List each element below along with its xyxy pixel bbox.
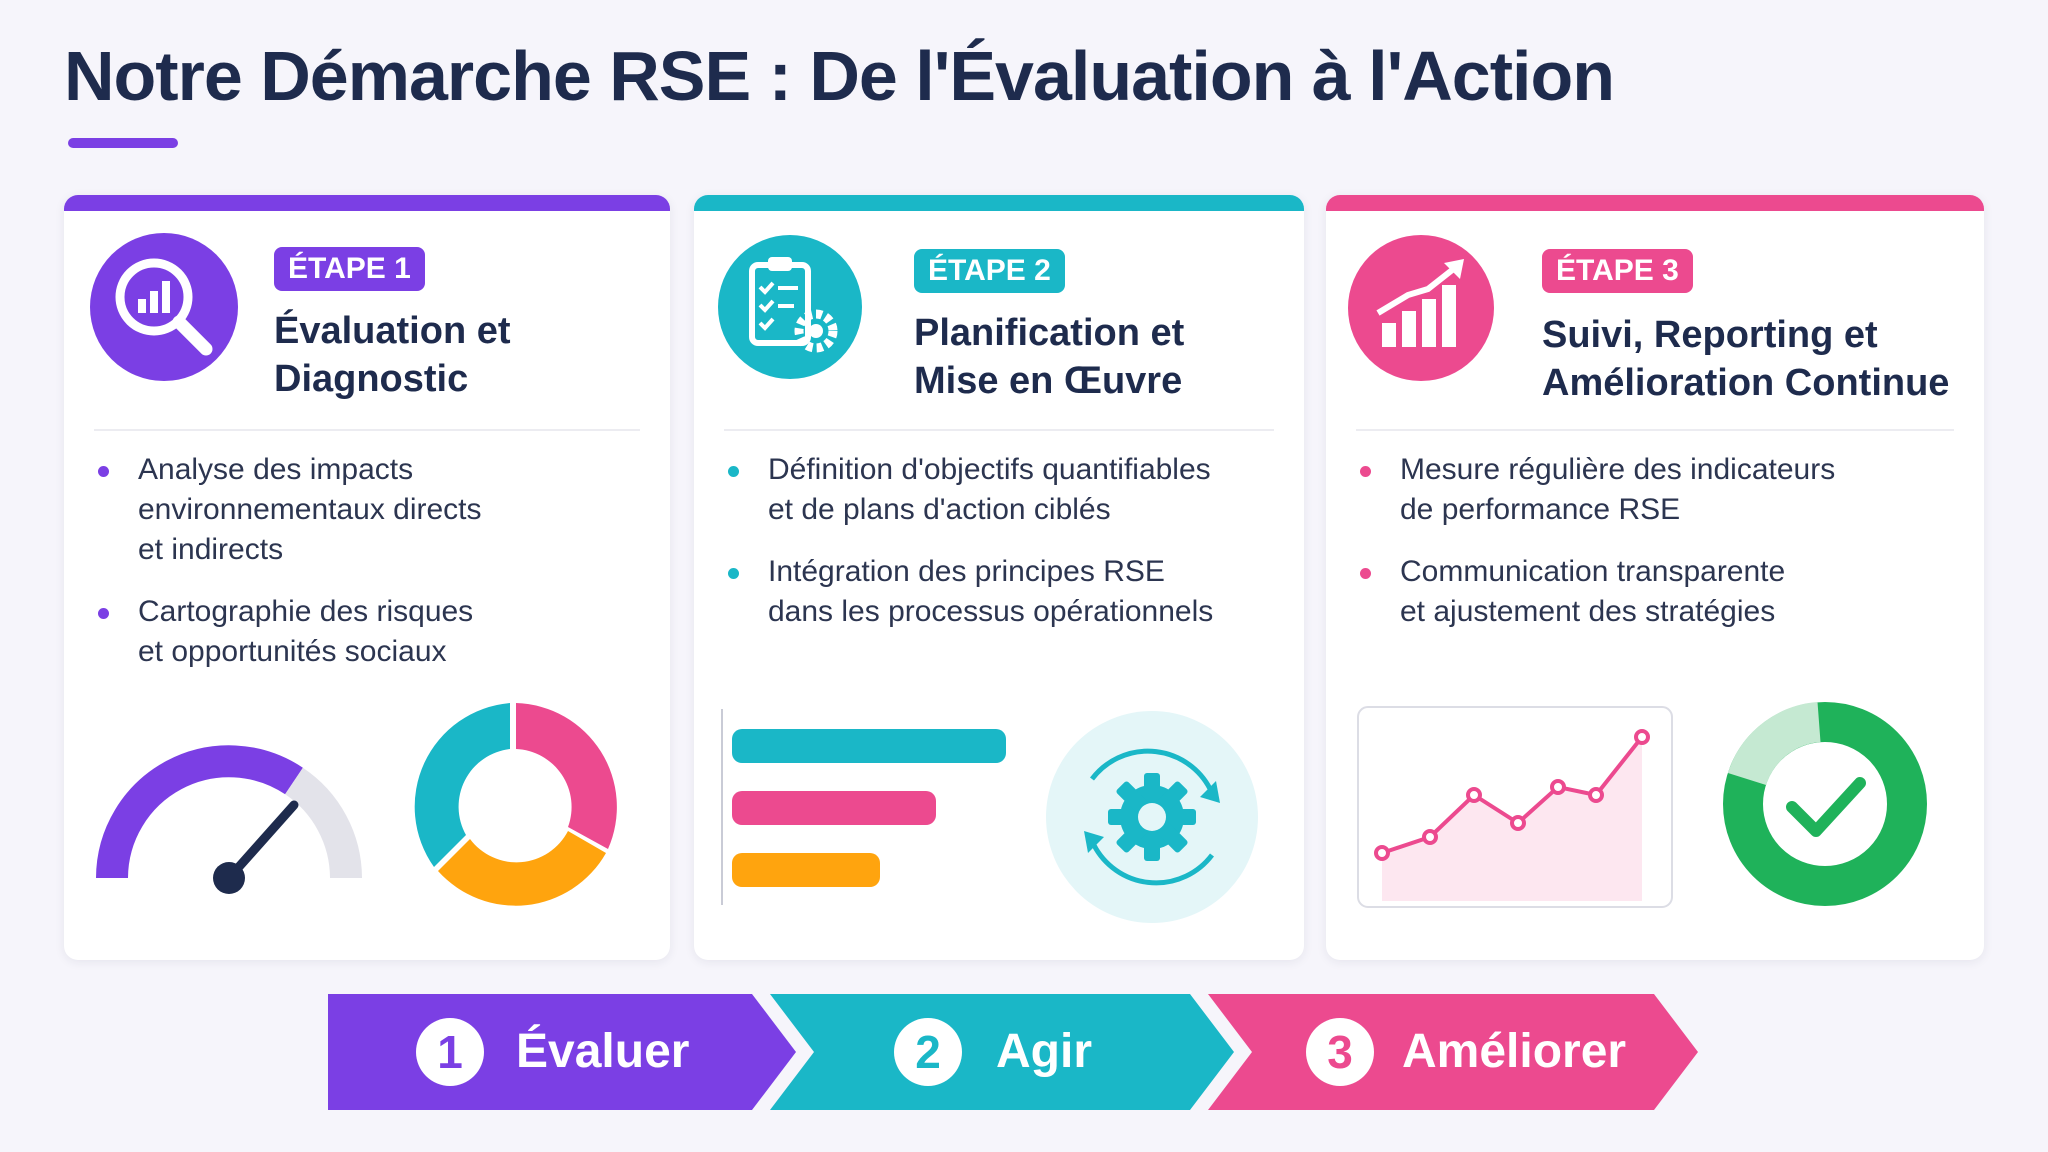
flow-step-label: Agir: [996, 1025, 1092, 1078]
step-badge: ÉTAPE 2: [914, 249, 1065, 293]
donut-chart-icon: [414, 703, 617, 906]
card-heading: Suivi, Reporting et Amélioration Continu…: [1542, 311, 1949, 407]
list-item: Analyse des impacts environnementaux dir…: [94, 450, 650, 570]
card-heading-line-1: Évaluation et: [274, 310, 511, 352]
card-heading-line-1: Planification et: [914, 312, 1185, 354]
list-item: Intégration des principes RSE dans les p…: [724, 552, 1284, 632]
bullet-dot: [98, 466, 109, 477]
card-heading-line-2: Amélioration Continue: [1542, 362, 1950, 404]
card-heading: Évaluation et Diagnostic: [274, 307, 511, 403]
divider: [94, 429, 640, 431]
bar-chart-icon: [721, 709, 1006, 905]
card-heading-line-2: Diagnostic: [274, 358, 469, 400]
bullet-dot: [98, 608, 109, 619]
title-underline: [68, 138, 178, 148]
flow-step-label: Évaluer: [516, 1025, 690, 1078]
divider: [1356, 429, 1954, 431]
page-title: Notre Démarche RSE : De l'Évaluation à l…: [64, 37, 1615, 115]
bullet-list: Mesure régulière des indicateurs de perf…: [1356, 450, 1964, 654]
card-step-1: ÉTAPE 1 Évaluation et Diagnostic Analyse…: [64, 195, 670, 960]
card-step-2: ÉTAPE 2 Planification et Mise en Œuvre D…: [694, 195, 1304, 960]
bullet-dot: [1360, 568, 1371, 579]
gauge-icon: [96, 745, 362, 894]
flow-step-number: 1: [416, 1018, 484, 1086]
card-heading-line-2: Mise en Œuvre: [914, 360, 1183, 402]
bullet-dot: [728, 568, 739, 579]
check-donut-icon: [1723, 702, 1927, 906]
list-item: Définition d'objectifs quantifiables et …: [724, 450, 1284, 530]
clipboard-gear-icon: [718, 235, 862, 379]
divider: [724, 429, 1274, 431]
card-topbar: [64, 195, 670, 211]
card-topbar: [694, 195, 1304, 211]
bullet-dot: [728, 466, 739, 477]
card-step-3: ÉTAPE 3 Suivi, Reporting et Amélioration…: [1326, 195, 1984, 960]
card-topbar: [1326, 195, 1984, 211]
list-item: Communication transparente et ajustement…: [1356, 552, 1964, 632]
flow-step-label: Améliorer: [1402, 1025, 1627, 1078]
growth-chart-icon: [1348, 235, 1494, 381]
magnifier-chart-icon: [90, 233, 238, 381]
bullet-list: Analyse des impacts environnementaux dir…: [94, 450, 650, 694]
card-heading-line-1: Suivi, Reporting et: [1542, 314, 1878, 356]
gear-cycle-icon: [1046, 711, 1258, 923]
flow-step-number: 3: [1306, 1018, 1374, 1086]
line-chart-icon: [1357, 706, 1673, 908]
step-badge: ÉTAPE 3: [1542, 249, 1693, 293]
bullet-dot: [1360, 466, 1371, 477]
card-heading: Planification et Mise en Œuvre: [914, 309, 1184, 405]
process-flow: 1 Évaluer 2 Agir 3 Améliorer: [328, 992, 1700, 1112]
bullet-list: Définition d'objectifs quantifiables et …: [724, 450, 1284, 654]
flow-step-number: 2: [894, 1018, 962, 1086]
list-item: Mesure régulière des indicateurs de perf…: [1356, 450, 1964, 530]
step-badge: ÉTAPE 1: [274, 247, 425, 291]
list-item: Cartographie des risques et opportunités…: [94, 592, 650, 672]
